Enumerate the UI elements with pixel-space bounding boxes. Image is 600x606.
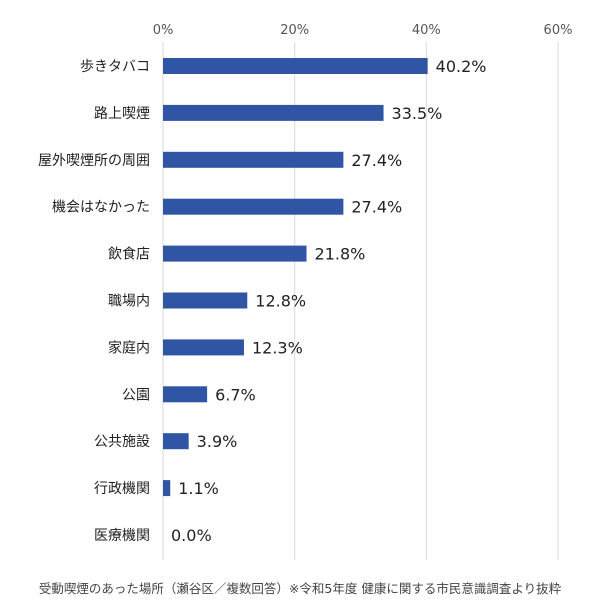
data-label: 40.2% xyxy=(436,57,487,76)
bar xyxy=(163,339,244,356)
bar xyxy=(163,245,307,262)
category-label: 公園 xyxy=(122,387,150,403)
data-label: 3.9% xyxy=(197,432,238,451)
bar xyxy=(163,104,384,121)
bar xyxy=(163,480,171,497)
category-label: 屋外喫煙所の周囲 xyxy=(38,153,150,169)
bar xyxy=(163,151,344,168)
data-label: 12.3% xyxy=(252,338,303,357)
category-label: 路上喫煙 xyxy=(94,106,150,122)
category-label: 飲食店 xyxy=(108,246,150,263)
category-label: 医療機関 xyxy=(94,527,150,544)
chart-caption: 受動喫煙のあった場所（瀬谷区／複数回答）※令和5年度 健康に関する市民意識調査よ… xyxy=(38,581,562,596)
bar xyxy=(163,58,428,74)
category-label: 行政機関 xyxy=(94,481,150,497)
data-label: 1.1% xyxy=(178,479,219,498)
data-label: 12.8% xyxy=(255,292,306,311)
data-label: 27.4% xyxy=(351,151,402,170)
bar xyxy=(163,198,344,215)
x-tick-label: 0% xyxy=(153,23,174,38)
x-tick-label: 60% xyxy=(544,23,573,38)
category-label: 家庭内 xyxy=(108,339,150,356)
category-label: 職場内 xyxy=(108,294,150,310)
data-label: 33.5% xyxy=(392,104,443,123)
category-label: 機会はなかった xyxy=(52,200,150,216)
data-label: 0.0% xyxy=(171,526,212,545)
category-label: 歩きタバコ xyxy=(80,59,150,75)
data-label: 27.4% xyxy=(351,198,402,217)
bar xyxy=(163,433,189,450)
bar xyxy=(163,386,208,403)
x-tick-label: 20% xyxy=(280,23,309,38)
data-label: 6.7% xyxy=(215,385,256,404)
x-tick-label: 40% xyxy=(412,23,441,38)
bar xyxy=(163,292,248,309)
category-label: 公共施設 xyxy=(94,434,150,450)
data-label: 21.8% xyxy=(315,245,366,264)
